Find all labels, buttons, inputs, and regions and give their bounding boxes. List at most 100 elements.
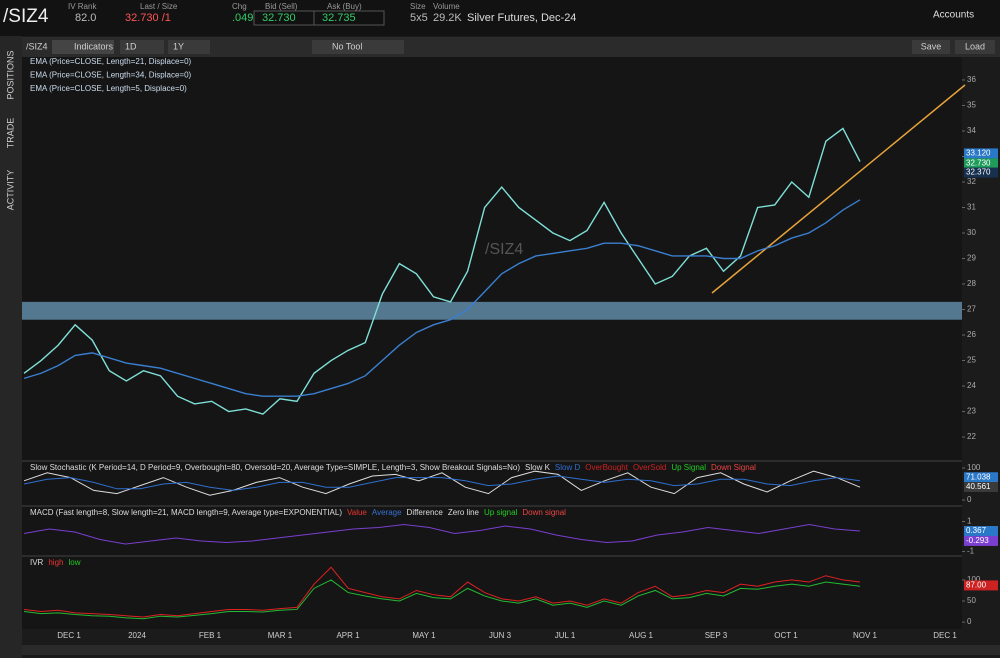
indicators[interactable]: Indicators bbox=[74, 41, 114, 51]
side-tab[interactable]: ACTIVITY bbox=[5, 170, 15, 211]
save[interactable]: Save bbox=[921, 41, 942, 51]
field-label: Chg bbox=[232, 2, 247, 11]
price-tag-label: 32.730 bbox=[966, 158, 991, 167]
field-value: 32.730 /1 bbox=[125, 12, 171, 24]
price-tag bbox=[964, 482, 998, 493]
series-line bbox=[23, 199, 861, 397]
accounts[interactable]: Accounts bbox=[933, 10, 974, 21]
legend-item: Slow D bbox=[555, 463, 581, 472]
legend-item: Difference bbox=[407, 508, 444, 517]
price-tag bbox=[964, 526, 998, 537]
drawing-tool[interactable]: No Tool bbox=[332, 41, 362, 51]
legend-item: Zero line bbox=[448, 508, 480, 517]
field-label: IV Rank bbox=[68, 2, 97, 11]
chart-area bbox=[22, 57, 962, 629]
x-label: DEC 1 bbox=[57, 631, 81, 640]
price-tag-label: 40.561 bbox=[966, 482, 991, 491]
field-label: Ask (Buy) bbox=[327, 2, 362, 11]
field-value: 5x5 bbox=[410, 12, 428, 24]
legend-item: Value bbox=[347, 508, 367, 517]
field-label: Bid (Sell) bbox=[265, 2, 298, 11]
range[interactable]: 1Y bbox=[173, 41, 184, 51]
range-select[interactable] bbox=[168, 40, 210, 54]
x-label: MAR 1 bbox=[268, 631, 293, 640]
legend-item: Down signal bbox=[522, 508, 566, 517]
y-tick-label: 100 bbox=[967, 575, 981, 584]
series-line bbox=[23, 579, 861, 620]
price-tag-label: -0.293 bbox=[966, 536, 989, 545]
description: Silver Futures, Dec-24 bbox=[467, 12, 576, 24]
series-line bbox=[23, 470, 861, 496]
x-label: JUN 3 bbox=[489, 631, 512, 640]
side-tab[interactable]: TRADE bbox=[5, 118, 15, 149]
y-tick-label: 35 bbox=[967, 101, 976, 110]
y-tick-label: 27 bbox=[967, 305, 976, 314]
indicators-button[interactable] bbox=[52, 40, 114, 54]
field-value: 32.730 bbox=[262, 12, 296, 24]
y-tick-label: 32 bbox=[967, 177, 976, 186]
y-tick-label: 24 bbox=[967, 381, 976, 390]
study-title: Slow Stochastic (K Period=14, D Period=9… bbox=[30, 463, 520, 472]
field-label: Last / Size bbox=[140, 2, 178, 11]
y-tick-label: 100 bbox=[967, 463, 981, 472]
load-button[interactable] bbox=[955, 40, 995, 54]
x-label: AUG 1 bbox=[629, 631, 654, 640]
price-tag bbox=[964, 158, 998, 169]
y-tick-label: 25 bbox=[967, 356, 976, 365]
toolbar-symbol[interactable]: /SIZ4 bbox=[26, 41, 48, 51]
y-tick-label: 23 bbox=[967, 407, 976, 416]
legend-item: EMA (Price=CLOSE, Length=21, Displace=0) bbox=[30, 57, 192, 66]
aggregation[interactable]: 1D bbox=[125, 41, 137, 51]
price-tag bbox=[964, 148, 998, 159]
header-bar bbox=[0, 0, 1000, 36]
series-line bbox=[23, 566, 861, 618]
tool-select[interactable] bbox=[312, 40, 404, 54]
x-label: DEC 1 bbox=[933, 631, 957, 640]
side-bar bbox=[0, 36, 22, 658]
watermark: /SIZ4 bbox=[485, 241, 523, 258]
field-value: .049 bbox=[232, 12, 253, 24]
legend-item: Average bbox=[372, 508, 402, 517]
x-label: MAY 1 bbox=[412, 631, 436, 640]
y-tick-label: 1 bbox=[967, 517, 972, 526]
field-label: Size bbox=[410, 2, 426, 11]
field-value: 32.735 bbox=[322, 12, 356, 24]
legend-item: high bbox=[48, 558, 63, 567]
y-tick-label: 29 bbox=[967, 254, 976, 263]
y-tick-label: 22 bbox=[967, 432, 976, 441]
study-title: IVR bbox=[30, 558, 44, 567]
y-tick-label: 26 bbox=[967, 330, 976, 339]
symbol[interactable]: /SIZ4 bbox=[3, 6, 49, 27]
y-tick-label: 0 bbox=[967, 617, 972, 626]
series-line bbox=[23, 127, 861, 415]
toolbar bbox=[22, 37, 1000, 57]
x-label: 2024 bbox=[128, 631, 146, 640]
legend-item: Down Signal bbox=[711, 463, 756, 472]
price-tag bbox=[964, 472, 998, 483]
time-axis bbox=[22, 629, 1000, 643]
price-tag-label: 32.370 bbox=[966, 168, 991, 177]
field-label: Volume bbox=[433, 2, 460, 11]
y-tick-label: 30 bbox=[967, 228, 976, 237]
side-tab[interactable]: POSITIONS bbox=[5, 50, 15, 99]
legend-item: Up Signal bbox=[671, 463, 706, 472]
legend-item: EMA (Price=CLOSE, Length=34, Displace=0) bbox=[30, 71, 192, 80]
price-tag-label: 87.00 bbox=[966, 581, 987, 590]
scrollbar[interactable] bbox=[22, 645, 1000, 655]
series-line bbox=[23, 524, 861, 545]
x-label: NOV 1 bbox=[853, 631, 878, 640]
save-button[interactable] bbox=[912, 40, 950, 54]
load[interactable]: Load bbox=[965, 41, 985, 51]
y-tick-label: 36 bbox=[967, 75, 976, 84]
series-line bbox=[23, 475, 861, 491]
legend-item: low bbox=[68, 558, 80, 567]
aggregation-select[interactable] bbox=[120, 40, 164, 54]
price-tag-label: 71.038 bbox=[966, 472, 991, 481]
x-label: APR 1 bbox=[336, 631, 360, 640]
legend-item: EMA (Price=CLOSE, Length=5, Displace=0) bbox=[30, 84, 187, 93]
price-tag bbox=[964, 535, 998, 546]
price-tag bbox=[964, 580, 998, 591]
y-tick-label: 31 bbox=[967, 203, 976, 212]
